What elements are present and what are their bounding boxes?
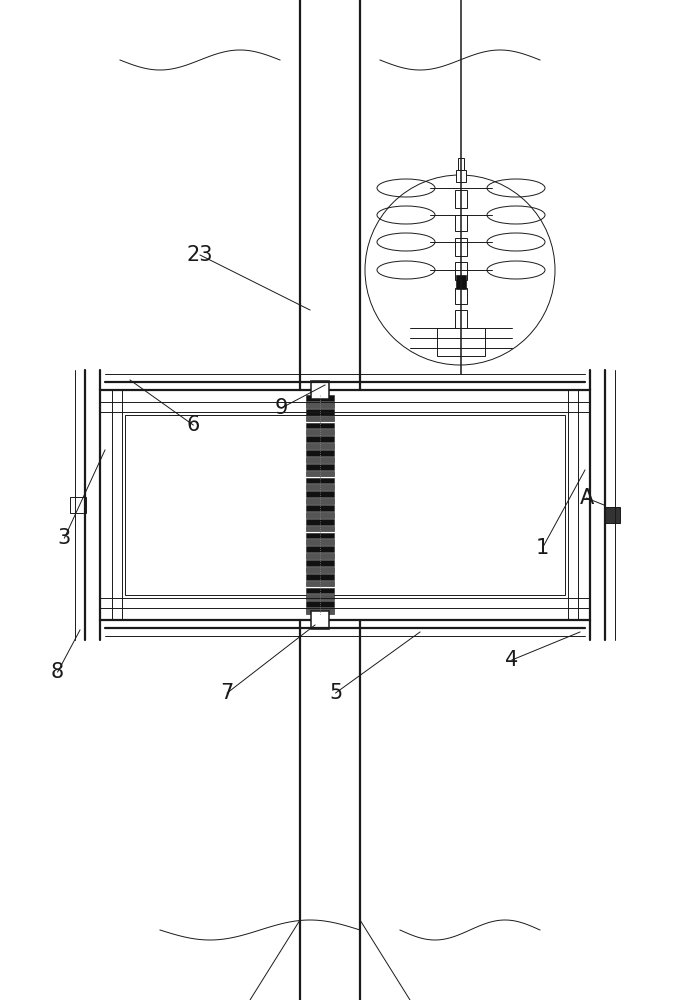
Bar	[306, 587, 334, 593]
Bar	[306, 505, 334, 511]
Bar	[455, 190, 467, 208]
Bar	[306, 422, 334, 428]
Bar	[306, 484, 334, 490]
Bar	[306, 450, 334, 456]
Bar	[456, 170, 466, 182]
Text: 8: 8	[51, 662, 64, 682]
Bar	[306, 594, 334, 600]
Bar	[306, 512, 334, 518]
Bar	[306, 526, 334, 531]
Text: 5: 5	[329, 683, 342, 703]
Bar	[306, 608, 334, 614]
Bar	[455, 262, 467, 280]
Bar	[437, 328, 485, 356]
Bar	[455, 288, 467, 304]
Bar	[306, 553, 334, 559]
Bar	[306, 402, 334, 408]
Bar	[306, 601, 334, 607]
Text: 23: 23	[186, 245, 214, 265]
Bar	[70, 497, 86, 513]
Text: 3: 3	[58, 528, 71, 548]
Bar	[604, 507, 620, 523]
Bar	[306, 443, 334, 449]
Bar	[455, 215, 467, 231]
Bar	[456, 275, 466, 289]
Bar	[306, 429, 334, 435]
Bar	[306, 471, 334, 476]
Bar	[458, 158, 464, 170]
Bar	[306, 395, 334, 401]
Text: 1: 1	[536, 538, 549, 558]
Text: 7: 7	[220, 683, 234, 703]
Text: 9: 9	[275, 398, 288, 418]
Bar	[306, 464, 334, 470]
Bar	[306, 560, 334, 566]
Bar	[455, 310, 467, 328]
Bar	[311, 381, 329, 399]
Bar	[306, 539, 334, 545]
Text: 4: 4	[505, 650, 519, 670]
Bar	[311, 611, 329, 629]
Bar	[306, 498, 334, 504]
Bar	[455, 238, 467, 256]
Bar	[306, 574, 334, 580]
Text: A: A	[579, 488, 594, 508]
Bar	[306, 478, 334, 483]
Bar	[100, 390, 590, 620]
Bar	[306, 546, 334, 552]
Text: 6: 6	[186, 415, 200, 435]
Bar	[306, 416, 334, 421]
Bar	[306, 491, 334, 497]
Bar	[306, 519, 334, 525]
Bar	[306, 567, 334, 573]
Bar	[306, 436, 334, 442]
Bar	[306, 532, 334, 538]
Bar	[125, 415, 565, 595]
Bar	[306, 581, 334, 586]
Bar	[306, 457, 334, 463]
Bar	[306, 409, 334, 415]
